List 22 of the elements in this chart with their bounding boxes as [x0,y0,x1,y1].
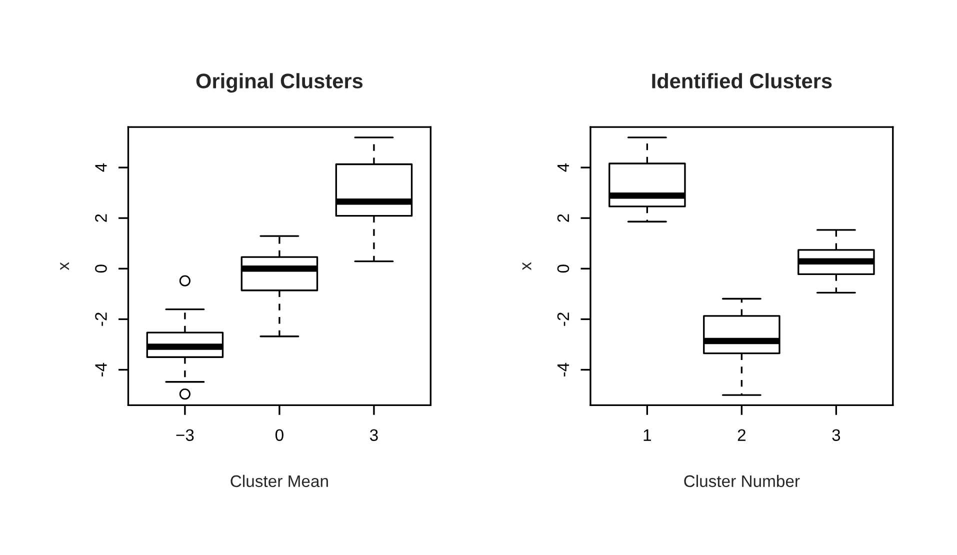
x-tick-label: 3 [370,429,378,442]
x-tick-label: 3 [832,429,840,442]
chart-title: Identified Clusters [652,73,832,88]
x-axis-title: Cluster Number [684,474,800,488]
x-tick-label: −3 [176,429,194,442]
y-tick-label: 4 [95,163,107,172]
y-axis-title: x [522,262,532,270]
y-tick-label: -4 [95,362,107,376]
x-axis-title: Cluster Mean [230,474,328,488]
x-tick-label: 0 [275,429,284,442]
x-tick-label: 2 [738,429,746,441]
y-tick-label: 0 [95,264,107,273]
y-tick-label: 4 [557,163,569,172]
y-tick-label: -4 [557,362,569,376]
y-tick-label: -2 [557,312,569,326]
y-tick-label: -2 [95,312,107,326]
chart-title: Original Clusters [196,73,363,93]
x-tick-label: 1 [644,429,651,441]
y-tick-label: 0 [557,264,570,273]
y-tick-label: 2 [557,214,569,222]
y-tick-label: 2 [95,214,107,222]
y-axis-title: x [60,262,69,270]
